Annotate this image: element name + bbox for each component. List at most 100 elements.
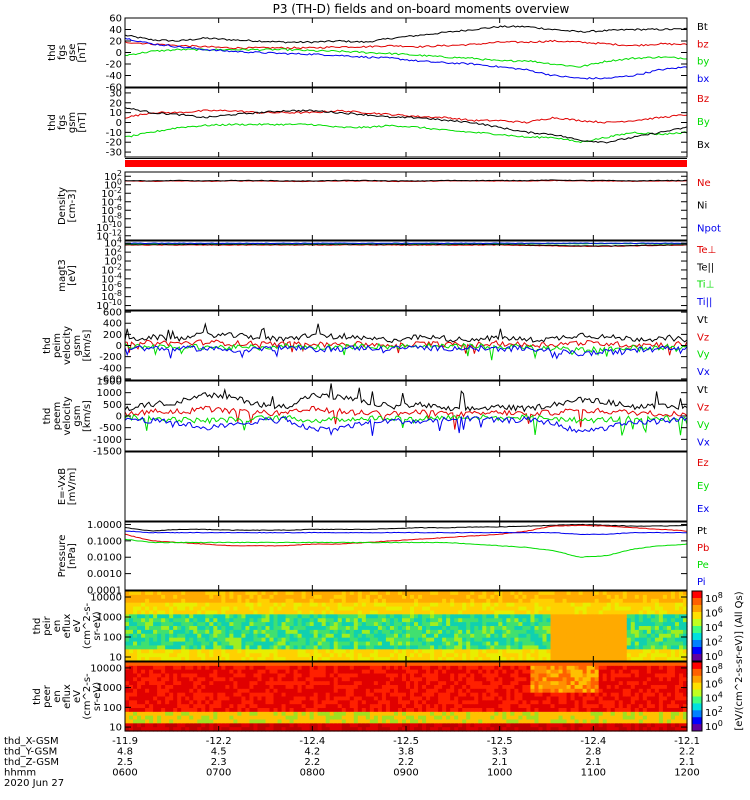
spectrogram-cell <box>522 719 528 724</box>
spectrogram-cell <box>309 641 315 647</box>
spectrogram-cell <box>293 727 299 732</box>
spectrogram-cell <box>414 594 419 600</box>
spectrogram-cell <box>466 591 471 596</box>
spectrogram-cell <box>430 633 435 639</box>
spectrogram-cell <box>169 610 174 615</box>
spectrogram-cell <box>406 677 411 682</box>
spectrogram-cell <box>353 692 359 698</box>
spectrogram-cell <box>205 602 210 608</box>
spectrogram-cell <box>654 645 660 650</box>
spectrogram-cell <box>438 594 443 600</box>
spectrogram-cell <box>570 669 576 675</box>
spectrogram-cell <box>438 622 443 627</box>
spectrogram-cell <box>285 633 291 639</box>
spectrogram-cell <box>478 622 483 627</box>
spectrogram-cell <box>313 602 319 608</box>
spectrogram-cell <box>301 629 307 635</box>
spectrogram-cell <box>357 723 363 728</box>
spectrogram-cell <box>273 681 279 686</box>
spectrogram-cell <box>385 665 391 671</box>
spectrogram-cell <box>301 685 307 690</box>
spectrogram-cell <box>153 591 158 596</box>
spectrogram-cell <box>377 692 383 698</box>
spectrogram-cell <box>438 602 443 608</box>
spectrogram-cell <box>454 700 459 705</box>
spectrogram-cell <box>297 606 303 612</box>
spectrogram-cell <box>165 723 170 728</box>
spectrogram-cell <box>149 626 154 631</box>
spectrogram-cell <box>233 633 238 639</box>
spectrogram-cell <box>550 622 556 627</box>
spectrogram-cell <box>482 704 487 709</box>
spectrogram-cell <box>213 692 218 698</box>
spectrogram-cell <box>546 598 552 604</box>
spectrogram-cell <box>345 662 351 667</box>
y-axis-label: (cm^2-s- <box>82 602 93 649</box>
spectrogram-cell <box>153 645 158 650</box>
spectrogram-cell <box>646 618 652 623</box>
spectrogram-cell <box>574 657 580 662</box>
spectrogram-cell <box>237 610 243 615</box>
spectrogram-cell <box>313 669 319 675</box>
spectrogram-cell <box>253 594 259 600</box>
spectrogram-cell <box>241 598 247 604</box>
spectrogram-cell <box>381 649 387 654</box>
spectrogram-cell <box>165 645 170 650</box>
spectrogram-cell <box>538 637 544 643</box>
spectrogram-cell <box>478 708 483 713</box>
spectrogram-cell <box>670 641 676 647</box>
spectrogram-cell <box>317 594 323 600</box>
spectrogram-cell <box>369 704 375 709</box>
spectrogram-cell <box>381 598 387 604</box>
spectrogram-cell <box>462 629 467 635</box>
spectrogram-cell <box>634 614 640 619</box>
spectrogram-cell <box>237 626 243 631</box>
spectrogram-cell <box>530 715 536 721</box>
spectrogram-cell <box>305 719 311 724</box>
spectrogram-cell <box>297 602 303 608</box>
spectrogram-cell <box>438 626 443 631</box>
spectrogram-cell <box>313 657 319 662</box>
spectrogram-cell <box>482 649 487 654</box>
spectrogram-cell <box>446 598 451 604</box>
spectrogram-cell <box>229 598 234 604</box>
spectrogram-cell <box>502 653 507 658</box>
spectrogram-cell <box>153 727 158 732</box>
spectrogram-cell <box>558 700 564 705</box>
spectrogram-cell <box>369 594 375 600</box>
spectrogram-cell <box>137 602 142 608</box>
spectrogram-cell <box>658 653 664 658</box>
spectrogram-cell <box>129 723 134 728</box>
spectrogram-cell <box>241 641 247 647</box>
spectrogram-cell <box>482 696 487 701</box>
spectrogram-cell <box>381 614 387 619</box>
spectrogram-cell <box>193 704 198 709</box>
spectrogram-cell <box>169 602 174 608</box>
spectrogram-cell <box>582 727 588 732</box>
legend-Te||: Te|| <box>696 262 714 273</box>
spectrogram-cell <box>165 704 170 709</box>
spectrogram-cell <box>221 715 226 721</box>
spectrogram-cell <box>193 727 198 732</box>
spectrogram-cell <box>566 657 572 662</box>
spectrogram-cell <box>498 727 503 732</box>
spectrogram-cell <box>189 662 194 667</box>
spectrogram-cell <box>193 618 198 623</box>
spectrogram-cell <box>474 696 479 701</box>
spectrogram-cell <box>377 696 383 701</box>
spectrogram-cell <box>233 673 238 678</box>
spectrogram-cell <box>321 708 327 713</box>
spectrogram-cell <box>349 669 355 675</box>
spectrogram-cell <box>269 669 275 675</box>
spectrogram-cell <box>157 641 162 647</box>
spectrogram-cell <box>253 645 259 650</box>
spectrogram-cell <box>642 591 648 596</box>
spectrogram-cell <box>490 618 495 623</box>
spectrogram-cell <box>558 681 564 686</box>
spectrogram-cell <box>389 610 395 615</box>
spectrogram-cell <box>610 626 616 631</box>
spectrogram-cell <box>381 692 387 698</box>
spectrogram-cell <box>213 681 218 686</box>
spectrogram-cell <box>566 610 572 615</box>
spectrogram-cell <box>530 626 536 631</box>
